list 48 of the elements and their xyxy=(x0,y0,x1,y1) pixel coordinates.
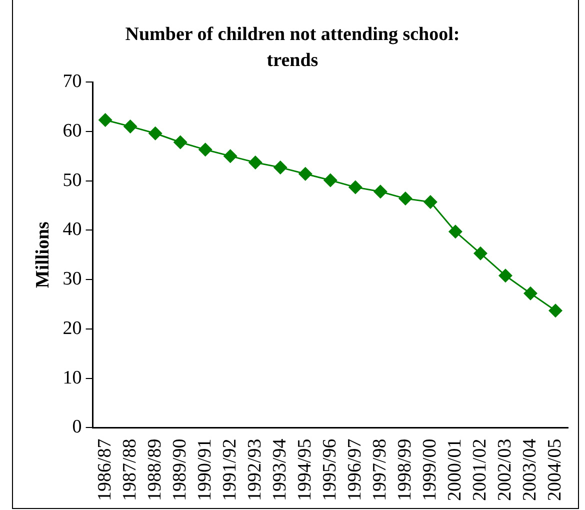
point xyxy=(248,156,262,170)
y-tick-label: 50 xyxy=(62,170,82,191)
point xyxy=(523,286,538,300)
x-tick-label: 1997/98 xyxy=(369,438,390,501)
point xyxy=(398,192,412,206)
x-tick-label: 1986/87 xyxy=(94,438,116,501)
x-tick-label: 1992/93 xyxy=(244,438,266,501)
point xyxy=(373,184,388,199)
point xyxy=(273,160,288,174)
y-tick-label: 20 xyxy=(62,318,82,339)
point xyxy=(473,246,488,260)
y-tick-label: 70 xyxy=(62,70,82,92)
y-tick-label: 10 xyxy=(62,367,82,388)
x-tick-label: 1989/90 xyxy=(169,438,190,501)
x-tick-label: 2000/01 xyxy=(444,438,466,501)
point xyxy=(348,180,362,194)
point xyxy=(298,166,312,181)
x-tick-label: 1996/97 xyxy=(344,438,366,501)
x-tick-label: 1994/95 xyxy=(294,438,316,501)
x-tick-label: 1998/99 xyxy=(394,438,416,501)
x-tick-label: 1995/96 xyxy=(319,438,340,501)
y-tick-label: 60 xyxy=(62,120,82,142)
x-tick-label: 1990/91 xyxy=(194,438,216,501)
point xyxy=(498,268,512,283)
point xyxy=(423,195,438,210)
x-tick-label: 2001/02 xyxy=(469,438,490,501)
x-tick-label: 1988/89 xyxy=(144,438,166,501)
point xyxy=(98,113,112,128)
y-tick-label: 30 xyxy=(62,268,82,290)
x-tick-label: 2004/05 xyxy=(544,438,566,501)
y-tick-label: 40 xyxy=(62,219,82,240)
point xyxy=(123,119,138,134)
point xyxy=(323,173,338,188)
point xyxy=(548,304,562,318)
chart-title: Number of children not attending school: trends xyxy=(125,24,460,71)
y-axis-title: Millions xyxy=(32,222,54,288)
x-tick-label: 1991/92 xyxy=(219,438,240,501)
point xyxy=(173,135,188,150)
point xyxy=(223,149,238,164)
point xyxy=(198,142,212,157)
y-tick-label: 0 xyxy=(72,416,82,438)
x-tick-label: 2003/04 xyxy=(519,438,540,501)
x-tick-label: 1993/94 xyxy=(269,438,290,501)
point xyxy=(448,224,462,239)
x-tick-label: 1987/88 xyxy=(119,438,140,501)
point xyxy=(148,126,162,140)
x-tick-label: 1999/00 xyxy=(419,438,440,501)
x-tick-label: 2002/03 xyxy=(494,438,516,501)
